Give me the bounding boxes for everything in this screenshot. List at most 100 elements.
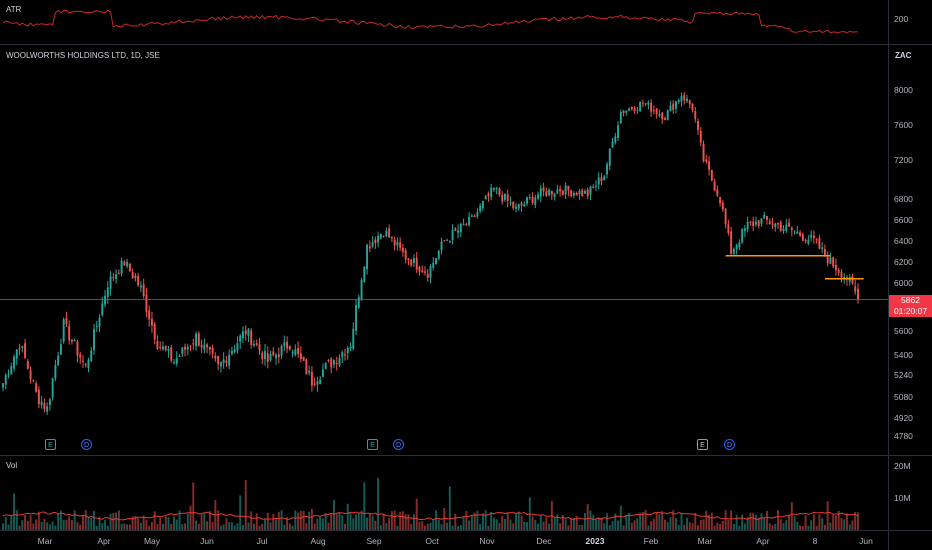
volume-bar <box>470 515 473 530</box>
candle-body <box>4 374 7 385</box>
candle-body <box>437 251 440 259</box>
candle-body <box>688 100 691 105</box>
candle-body <box>264 350 266 360</box>
candle-body <box>457 230 460 233</box>
volume-bar <box>641 512 644 530</box>
atr-label: ATR <box>6 5 22 14</box>
candle-body <box>661 112 664 120</box>
volume-bar <box>457 525 460 530</box>
price-tick: 5600 <box>894 326 913 336</box>
candle-body <box>120 260 123 275</box>
volume-bar <box>479 524 482 530</box>
volume-bar <box>823 524 826 530</box>
volume-bar <box>93 510 95 530</box>
candle-body <box>313 383 316 385</box>
candle-body <box>225 360 228 363</box>
price-tick: 5240 <box>894 370 913 380</box>
time-tick: Nov <box>479 536 495 546</box>
volume-bar <box>735 514 738 530</box>
candle-body <box>48 399 51 406</box>
volume-bar <box>782 523 785 530</box>
volume-bar <box>481 513 484 530</box>
volume-bar <box>724 510 727 530</box>
candle-body <box>424 271 426 273</box>
symbol-title[interactable]: WOOLWORTHS HOLDINGS LTD, 1D, JSE <box>6 51 160 60</box>
candle-body <box>164 345 167 351</box>
earnings-event-icon[interactable]: E <box>45 439 56 450</box>
earnings-event-icon[interactable]: E <box>367 439 378 450</box>
volume-bar <box>156 524 159 530</box>
dividend-event-icon[interactable]: D <box>81 439 92 450</box>
volume-bar <box>24 515 27 530</box>
volume-bar <box>840 518 843 530</box>
volume-bar <box>597 517 600 530</box>
volume-bar <box>186 513 189 530</box>
candle-body <box>617 125 620 138</box>
atr-pane[interactable]: ATR <box>0 0 888 44</box>
candle-body <box>65 318 68 325</box>
volume-bar <box>15 510 18 530</box>
volume-bar <box>68 516 71 530</box>
candle-body <box>385 230 388 237</box>
candle-body <box>73 339 76 342</box>
earnings-event-icon[interactable]: E <box>697 439 708 450</box>
volume-bar <box>308 511 311 530</box>
candle-body <box>170 347 173 361</box>
candle-body <box>308 370 311 373</box>
candle-body <box>222 359 225 364</box>
volume-bar <box>719 524 722 530</box>
price-tick: 5080 <box>894 392 913 402</box>
candle-body <box>476 212 479 217</box>
volume-bar <box>812 514 815 530</box>
volume-bar <box>275 518 278 530</box>
volume-bar <box>7 524 10 530</box>
candle-body <box>760 218 763 224</box>
volume-bar <box>796 521 799 530</box>
volume-bar <box>269 522 272 530</box>
volume-bar <box>341 515 344 530</box>
candle-body <box>523 204 526 207</box>
candle-body <box>162 346 164 350</box>
dividend-event-icon[interactable]: D <box>724 439 735 450</box>
candle-body <box>115 274 118 279</box>
volume-bar <box>333 500 335 530</box>
volume-bar <box>699 519 702 530</box>
candle-body <box>29 370 32 380</box>
candle-body <box>567 185 570 191</box>
candle-body <box>175 358 178 364</box>
volume-bar <box>857 512 859 530</box>
candle-body <box>335 363 338 365</box>
candle-body <box>368 246 371 249</box>
volume-bar <box>548 523 551 530</box>
atr-separator[interactable] <box>0 44 932 45</box>
candle-body <box>357 296 360 308</box>
volume-bar <box>106 525 109 530</box>
volume-bar <box>355 514 357 530</box>
candlestick-chart[interactable] <box>0 0 888 550</box>
candle-body <box>346 347 349 353</box>
dividend-event-icon[interactable]: D <box>393 439 404 450</box>
volume-bar <box>484 510 487 530</box>
candle-body <box>446 239 449 241</box>
candle-body <box>550 191 553 195</box>
volume-bar <box>98 516 101 530</box>
candle-body <box>167 348 170 352</box>
candle-body <box>506 194 509 201</box>
volume-bar <box>851 520 854 530</box>
candle-body <box>412 258 415 264</box>
candle-body <box>396 241 399 246</box>
candle-body <box>705 159 708 162</box>
volume-bar <box>688 522 691 530</box>
candle-body <box>528 197 531 199</box>
volume-bar <box>625 515 628 530</box>
candle-body <box>217 355 220 365</box>
candle-body <box>606 164 608 175</box>
candle-body <box>126 261 129 267</box>
last-price-tag: 5862 01:20:07 <box>889 295 932 317</box>
volume-tick-20m: 20M <box>894 461 911 471</box>
candle-body <box>655 108 658 114</box>
candle-body <box>823 249 826 256</box>
candle-body <box>699 130 702 143</box>
volume-separator[interactable] <box>0 455 932 456</box>
candle-body <box>559 188 562 192</box>
